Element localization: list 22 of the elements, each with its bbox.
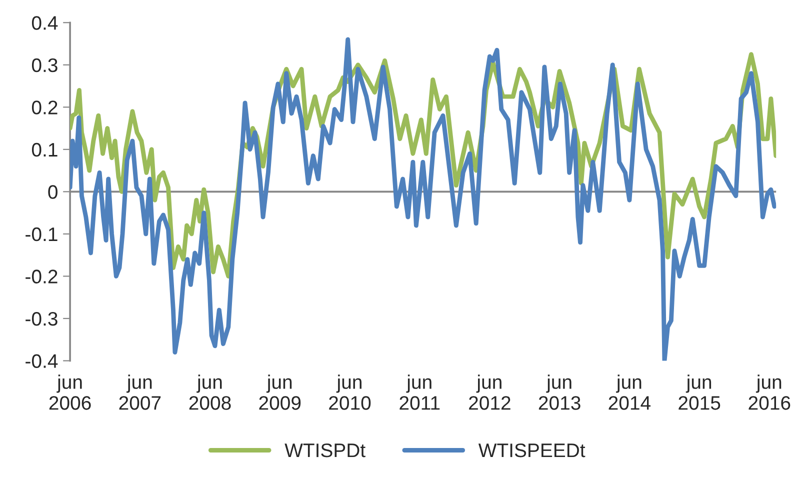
y-tick-label: 0.2 [32,100,58,114]
y-tick-label: -0.3 [26,312,58,326]
x-tick-label: jun 2008 [189,374,231,410]
y-tick-label: -0.1 [26,227,58,242]
x-tick-label: jun 2015 [678,374,720,410]
x-tick-label: jun 2012 [469,374,510,410]
x-tick-label: jun 2010 [329,374,371,410]
x-tick-label: jun 2014 [608,374,651,410]
legend-label: WTISPDt [284,443,366,458]
y-tick-label: 0.1 [32,142,58,157]
y-tick-label: -0.4 [26,354,58,368]
x-tick-label: jun 2007 [119,374,161,410]
x-tick-label: jun 2006 [49,374,91,410]
x-tick-label: jun 2016 [748,374,790,410]
legend-label: WTISPEEDt [478,443,586,458]
x-tick-label: jun 2011 [400,374,440,410]
y-tick-label: 0.4 [32,16,58,30]
y-tick-label: -0.2 [26,270,58,284]
x-tick-label: jun 2009 [259,374,301,410]
x-tick-label: jun 2013 [538,374,580,410]
y-tick-label: 0 [48,185,58,199]
y-tick-label: 0.3 [32,58,58,72]
